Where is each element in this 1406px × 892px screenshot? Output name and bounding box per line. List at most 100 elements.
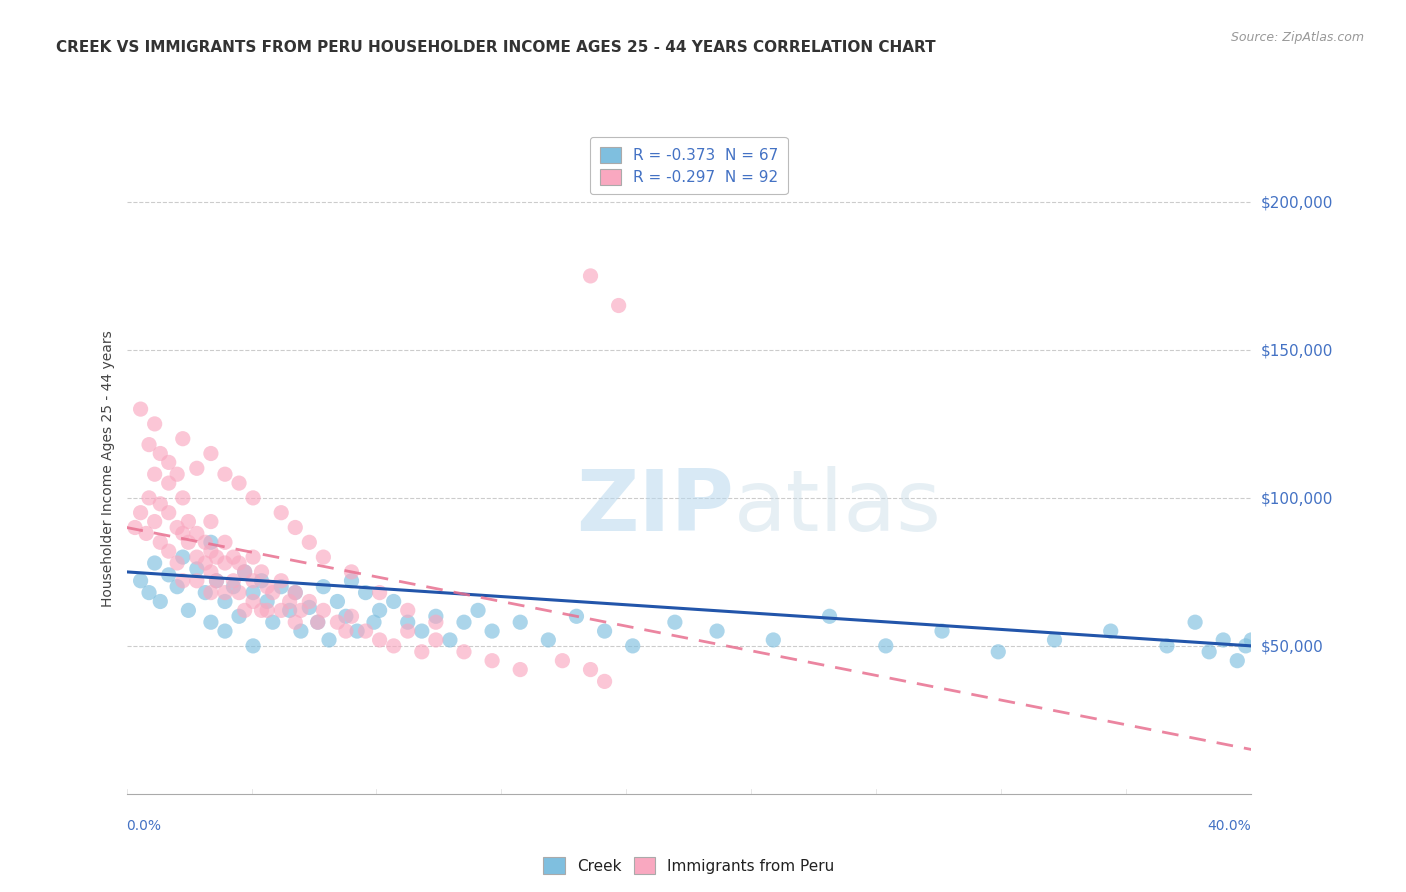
Point bbox=[1198, 645, 1220, 659]
Point bbox=[138, 491, 160, 505]
Point bbox=[335, 624, 357, 639]
Point bbox=[262, 585, 284, 599]
Point bbox=[149, 535, 172, 549]
Point bbox=[340, 565, 363, 579]
Point bbox=[256, 603, 278, 617]
Point bbox=[290, 603, 312, 617]
Point bbox=[1156, 639, 1178, 653]
Point bbox=[186, 550, 208, 565]
Text: ZIP: ZIP bbox=[576, 466, 734, 549]
Point bbox=[149, 594, 172, 608]
Point bbox=[270, 574, 292, 588]
Point bbox=[200, 615, 222, 630]
Point bbox=[664, 615, 686, 630]
Point bbox=[250, 565, 273, 579]
Point bbox=[228, 476, 250, 491]
Point bbox=[186, 574, 208, 588]
Point bbox=[312, 550, 335, 565]
Point bbox=[200, 544, 222, 558]
Point bbox=[354, 585, 377, 599]
Text: CREEK VS IMMIGRANTS FROM PERU HOUSEHOLDER INCOME AGES 25 - 44 YEARS CORRELATION : CREEK VS IMMIGRANTS FROM PERU HOUSEHOLDE… bbox=[56, 40, 936, 55]
Point bbox=[186, 461, 208, 475]
Point bbox=[284, 585, 307, 599]
Point bbox=[270, 603, 292, 617]
Point bbox=[396, 615, 419, 630]
Point bbox=[200, 535, 222, 549]
Point bbox=[157, 544, 180, 558]
Point bbox=[579, 663, 602, 677]
Point bbox=[242, 594, 264, 608]
Point bbox=[149, 446, 172, 460]
Point bbox=[875, 639, 897, 653]
Point bbox=[565, 609, 588, 624]
Point bbox=[143, 417, 166, 431]
Point bbox=[177, 515, 200, 529]
Point bbox=[396, 624, 419, 639]
Point bbox=[593, 674, 616, 689]
Point bbox=[256, 580, 278, 594]
Point bbox=[307, 615, 329, 630]
Point bbox=[368, 603, 391, 617]
Point bbox=[172, 432, 194, 446]
Point bbox=[270, 580, 292, 594]
Legend: R = -0.373  N = 67, R = -0.297  N = 92: R = -0.373 N = 67, R = -0.297 N = 92 bbox=[591, 137, 787, 194]
Point bbox=[200, 585, 222, 599]
Point bbox=[194, 535, 217, 549]
Point bbox=[593, 624, 616, 639]
Point bbox=[607, 298, 630, 313]
Point bbox=[135, 526, 157, 541]
Point bbox=[411, 624, 433, 639]
Text: atlas: atlas bbox=[734, 466, 942, 549]
Point bbox=[214, 467, 236, 482]
Point bbox=[340, 609, 363, 624]
Point bbox=[214, 556, 236, 570]
Point bbox=[200, 446, 222, 460]
Point bbox=[222, 580, 245, 594]
Point bbox=[186, 526, 208, 541]
Point bbox=[284, 585, 307, 599]
Point bbox=[318, 632, 340, 647]
Point bbox=[382, 594, 405, 608]
Point bbox=[467, 603, 489, 617]
Point bbox=[256, 594, 278, 608]
Point bbox=[177, 603, 200, 617]
Point bbox=[222, 574, 245, 588]
Point bbox=[262, 615, 284, 630]
Point bbox=[284, 615, 307, 630]
Point bbox=[214, 535, 236, 549]
Point bbox=[157, 506, 180, 520]
Point bbox=[228, 609, 250, 624]
Point bbox=[242, 639, 264, 653]
Point bbox=[138, 585, 160, 599]
Point bbox=[143, 515, 166, 529]
Point bbox=[579, 268, 602, 283]
Point bbox=[166, 467, 188, 482]
Point bbox=[481, 624, 503, 639]
Point bbox=[172, 526, 194, 541]
Point bbox=[298, 594, 321, 608]
Point bbox=[124, 520, 146, 534]
Point bbox=[368, 632, 391, 647]
Point bbox=[551, 654, 574, 668]
Point bbox=[411, 645, 433, 659]
Point bbox=[250, 603, 273, 617]
Point bbox=[166, 580, 188, 594]
Point bbox=[312, 580, 335, 594]
Point bbox=[214, 624, 236, 639]
Point bbox=[425, 615, 447, 630]
Point bbox=[194, 556, 217, 570]
Point bbox=[425, 632, 447, 647]
Point bbox=[205, 574, 228, 588]
Point bbox=[157, 455, 180, 469]
Point bbox=[1226, 654, 1249, 668]
Y-axis label: Householder Income Ages 25 - 44 years: Householder Income Ages 25 - 44 years bbox=[101, 330, 115, 607]
Point bbox=[509, 615, 531, 630]
Point bbox=[1099, 624, 1122, 639]
Point bbox=[166, 520, 188, 534]
Point bbox=[298, 600, 321, 615]
Point bbox=[233, 603, 256, 617]
Point bbox=[194, 585, 217, 599]
Point bbox=[312, 603, 335, 617]
Point bbox=[205, 550, 228, 565]
Point bbox=[129, 506, 152, 520]
